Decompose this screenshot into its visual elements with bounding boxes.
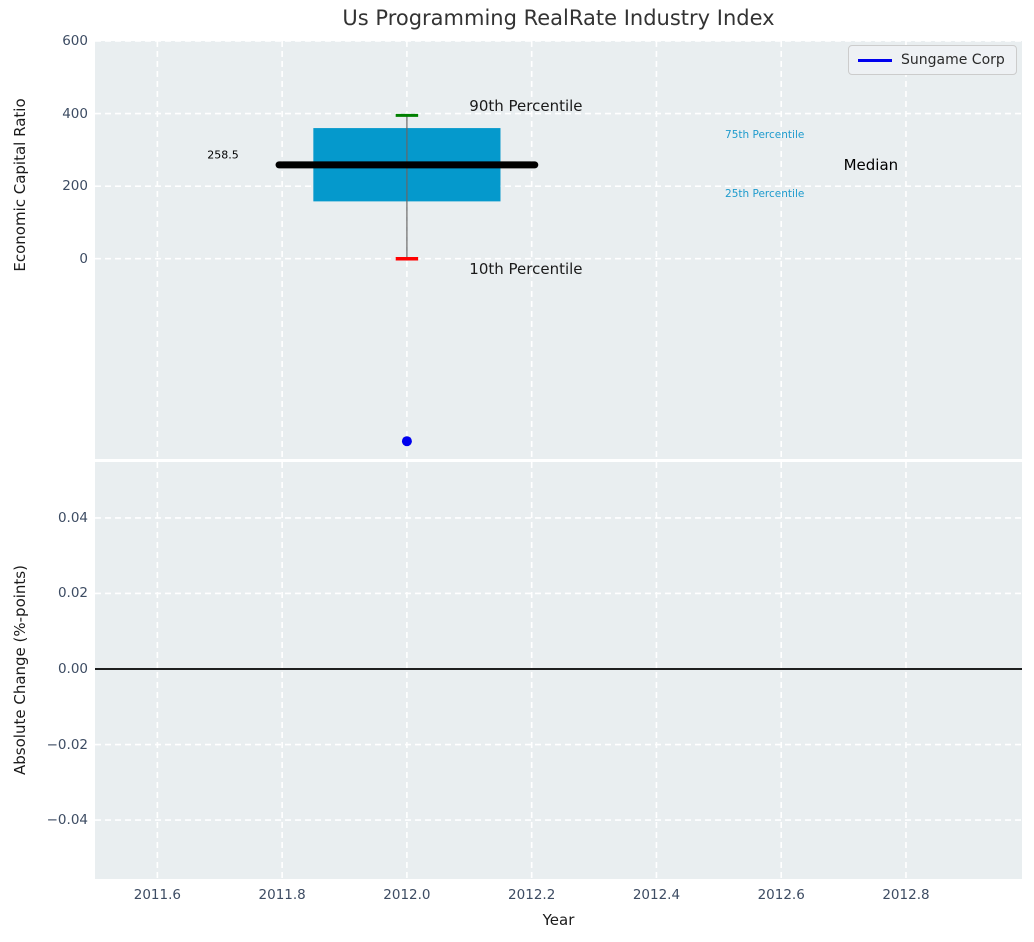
x-tick-label: 2012.0 bbox=[383, 887, 431, 903]
p25-label: 25th Percentile bbox=[725, 188, 805, 201]
x-tick-label: 2011.8 bbox=[258, 887, 306, 903]
x-tick-label: 2011.6 bbox=[133, 887, 181, 903]
median-value-label: 258.5 bbox=[207, 148, 239, 162]
p90-label: 90th Percentile bbox=[469, 97, 583, 116]
chart-title: Us Programming RealRate Industry Index bbox=[342, 6, 775, 30]
x-tick-label: 2012.6 bbox=[757, 887, 805, 903]
y-tick-label: 0 bbox=[79, 250, 88, 267]
y-tick-label: 400 bbox=[62, 105, 88, 122]
x-tick-label: 2012.8 bbox=[882, 887, 930, 903]
y-tick-label: −0.02 bbox=[46, 736, 88, 753]
legend-line-swatch bbox=[858, 58, 892, 62]
x-tick-label: 2012.2 bbox=[508, 887, 556, 903]
y-tick-label: 0.00 bbox=[57, 660, 88, 677]
median-label: Median bbox=[843, 156, 899, 175]
x-tick-label: 2012.4 bbox=[632, 887, 681, 903]
data-point-sungame-corp bbox=[401, 436, 412, 447]
xlabel-year: Year bbox=[542, 911, 575, 929]
axes-background bbox=[95, 41, 1022, 459]
legend: Sungame Corp bbox=[848, 45, 1017, 75]
y-tick-label: −0.04 bbox=[46, 812, 88, 829]
y-tick-label: 600 bbox=[62, 33, 88, 49]
y-tick-label: 0.04 bbox=[57, 509, 88, 526]
axes-background bbox=[95, 462, 1022, 879]
p75-label: 75th Percentile bbox=[725, 128, 805, 141]
y-tick-label: 200 bbox=[62, 178, 88, 195]
p10-label: 10th Percentile bbox=[469, 260, 583, 279]
y-tick-label: 0.02 bbox=[57, 585, 88, 602]
legend-label: Sungame Corp bbox=[901, 52, 1005, 68]
